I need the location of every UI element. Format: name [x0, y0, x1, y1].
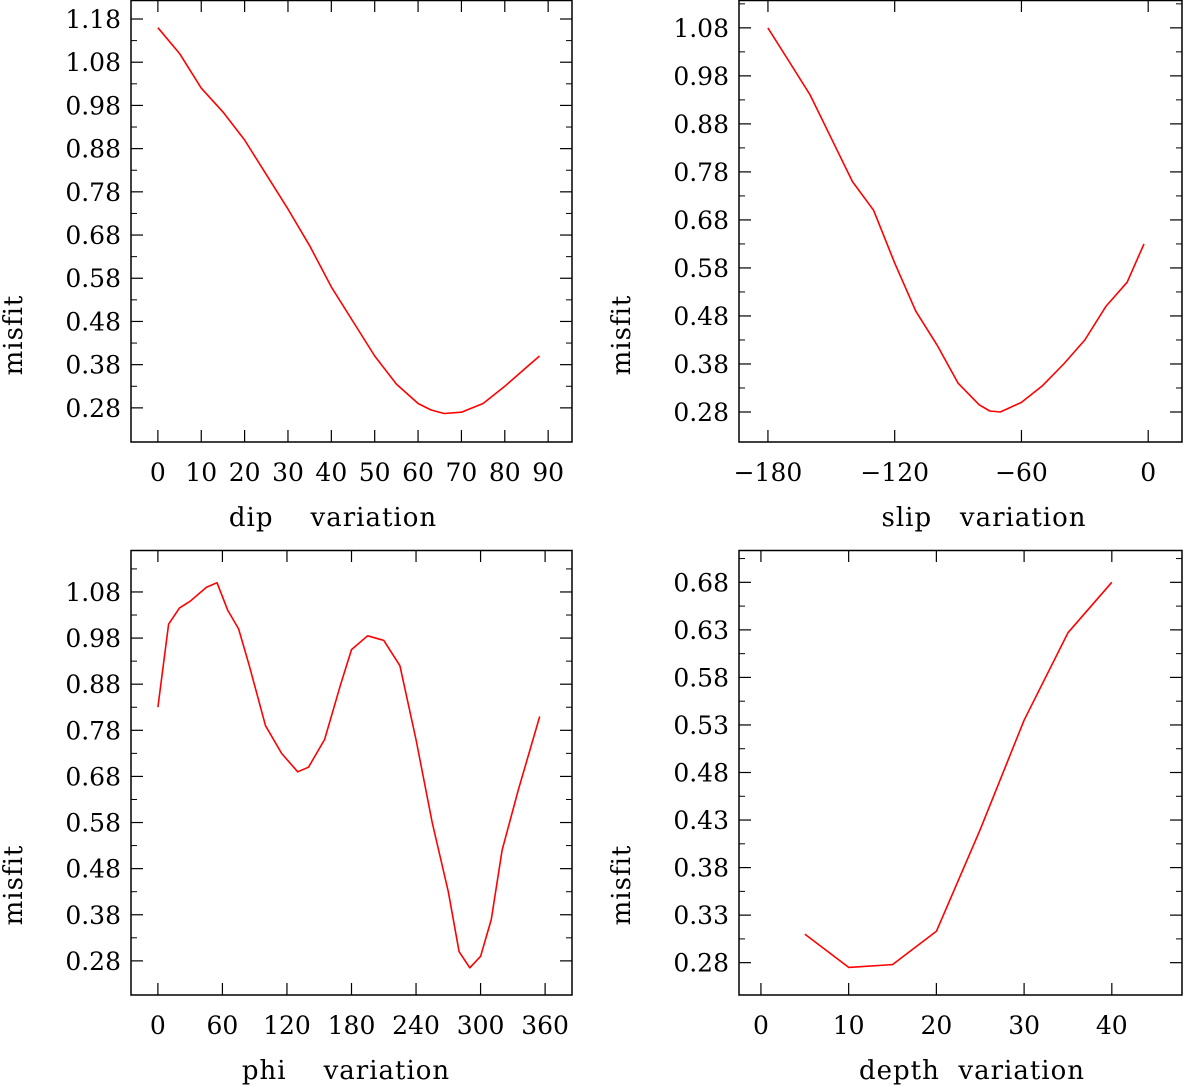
misfit-line — [804, 581, 1113, 969]
y-tick-label: 0.48 — [65, 855, 121, 884]
x-tick-label: 40 — [1096, 1011, 1128, 1040]
y-tick-label: 0.88 — [673, 110, 729, 139]
y-axis-label: misfit — [0, 295, 29, 376]
x-tick-label: 70 — [446, 458, 478, 487]
x-tick-label: 30 — [272, 458, 304, 487]
subplot-4: 0.28 0.33 0.38 0.43 0.48 0.53 0.58 0.63 0.68 0 10 2… — [607, 549, 1183, 1086]
y-tick-label: 0.58 — [65, 809, 121, 838]
y-tick-label: 0.48 — [673, 759, 729, 788]
subplot-3: 0.28 0.38 0.48 0.58 0.68 0.78 0.88 0.98 1.08 0 60 1… — [0, 549, 573, 1086]
y-tick-label: 0.38 — [65, 351, 121, 380]
subplot-1: 0.28 0.38 0.48 0.58 0.68 0.78 0.88 0.98 1.08 1.18… — [0, 0, 573, 533]
x-tick-label: −60 — [995, 458, 1048, 487]
y-tick-label: 1.18 — [65, 5, 121, 34]
axes-frame — [130, 549, 573, 996]
x-tick-label: 10 — [833, 1011, 865, 1040]
y-tick-label: 1.08 — [65, 48, 121, 77]
y-tick-label: 0.78 — [65, 178, 121, 207]
y-tick-label: 0.43 — [673, 806, 729, 835]
x-tick-label: 120 — [263, 1011, 311, 1040]
x-tick-label: 0 — [150, 1011, 166, 1040]
axes-frame — [130, 0, 573, 443]
y-axis-label: misfit — [607, 295, 637, 376]
y-tick-label: 0.58 — [65, 264, 121, 293]
y-tick-label: 0.88 — [65, 135, 121, 164]
x-tick-label: 180 — [328, 1011, 376, 1040]
y-tick-label: 0.63 — [673, 616, 729, 645]
y-tick-label: 0.58 — [673, 663, 729, 692]
y-tick-label: 1.08 — [673, 14, 729, 43]
x-axis-label: phi variation — [242, 1056, 450, 1086]
y-tick-label: 0.28 — [673, 398, 729, 427]
y-tick-label: 0.68 — [65, 762, 121, 791]
x-tick-label: 40 — [315, 458, 347, 487]
y-tick-label: 0.68 — [673, 568, 729, 597]
x-tick-label: 80 — [489, 458, 521, 487]
x-tick-label: 0 — [753, 1011, 769, 1040]
x-tick-label: 30 — [1008, 1011, 1040, 1040]
x-tick-label: 0 — [1140, 458, 1156, 487]
y-tick-label: 0.38 — [673, 350, 729, 379]
axes-frame — [738, 549, 1183, 996]
x-axis-label: slip variation — [881, 503, 1086, 533]
misfit-line — [157, 27, 541, 415]
x-tick-label: 300 — [457, 1011, 505, 1040]
x-tick-label: 50 — [359, 458, 391, 487]
x-tick-label: 20 — [920, 1011, 952, 1040]
x-axis-label: dip variation — [229, 503, 437, 533]
y-tick-label: 0.98 — [673, 62, 729, 91]
y-tick-label: 0.28 — [65, 394, 121, 423]
y-tick-label: 0.68 — [673, 206, 729, 235]
x-tick-label: 20 — [229, 458, 261, 487]
x-tick-label: 90 — [532, 458, 564, 487]
y-tick-label: 0.53 — [673, 711, 729, 740]
x-tick-label: −180 — [734, 458, 803, 487]
axes-frame — [738, 0, 1183, 443]
y-tick-label: 0.38 — [673, 854, 729, 883]
x-tick-label: 0 — [150, 458, 166, 487]
misfit-line — [157, 581, 541, 969]
y-tick-label: 0.48 — [673, 302, 729, 331]
x-tick-label: −120 — [860, 458, 929, 487]
y-tick-label: 0.28 — [673, 949, 729, 978]
y-tick-label: 0.48 — [65, 307, 121, 336]
y-tick-label: 0.58 — [673, 254, 729, 283]
y-tick-label: 0.98 — [65, 91, 121, 120]
x-tick-label: 240 — [392, 1011, 440, 1040]
y-axis-label: misfit — [607, 845, 637, 926]
misfit-line — [767, 27, 1145, 413]
y-tick-label: 0.78 — [673, 158, 729, 187]
y-axis-label: misfit — [0, 845, 29, 926]
x-tick-label: 360 — [521, 1011, 569, 1040]
y-tick-label: 0.98 — [65, 624, 121, 653]
y-tick-label: 0.28 — [65, 947, 121, 976]
x-axis-label: depth variation — [859, 1056, 1085, 1086]
y-tick-label: 1.08 — [65, 578, 121, 607]
subplot-2: 0.28 0.38 0.48 0.58 0.68 0.78 0.88 0.98 1.08 −180… — [607, 0, 1183, 533]
y-tick-label: 0.88 — [65, 670, 121, 699]
y-tick-label: 0.38 — [65, 901, 121, 930]
y-tick-label: 0.33 — [673, 901, 729, 930]
y-tick-label: 0.68 — [65, 221, 121, 250]
y-tick-label: 0.78 — [65, 716, 121, 745]
x-tick-label: 60 — [207, 1011, 239, 1040]
x-tick-label: 10 — [185, 458, 217, 487]
x-tick-label: 60 — [402, 458, 434, 487]
